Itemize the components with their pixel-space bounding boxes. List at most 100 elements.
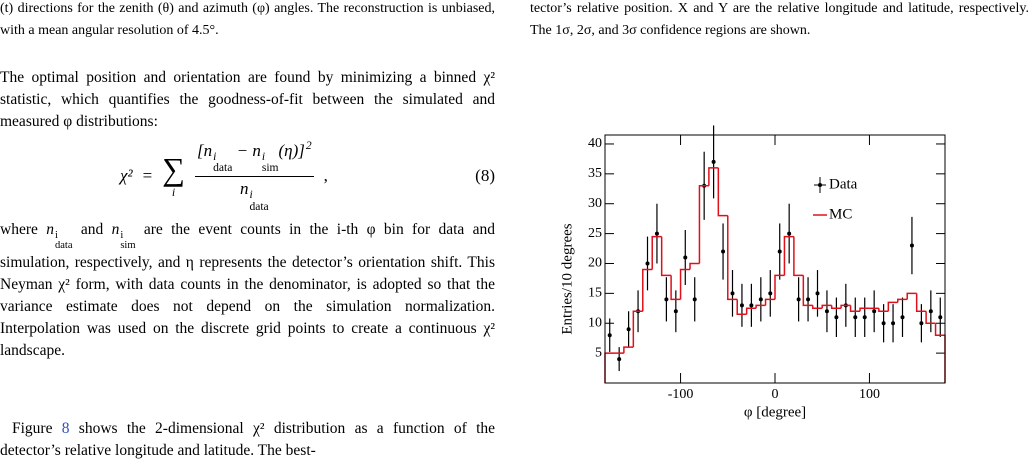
subscript: sim: [120, 240, 136, 252]
sum-sign: ∑: [162, 150, 185, 187]
x-axis-label: φ [degree]: [744, 404, 806, 420]
numerator: [n i data − n i sim (η)] 2: [194, 140, 314, 177]
legend-label: MC: [829, 206, 852, 222]
histogram-step: [849, 305, 860, 313]
data-point: [909, 243, 914, 248]
paragraph: Figure 8 shows the 2-dimensional χ² dist…: [0, 418, 495, 462]
histogram-step: [830, 305, 842, 310]
y-tick-label: 35: [588, 166, 602, 181]
data-point: [739, 303, 744, 308]
data-point: [664, 297, 669, 302]
data-point: [824, 309, 829, 314]
script-stack: 2: [306, 140, 312, 152]
histogram-step: [840, 304, 851, 309]
chart: 5 10 15 20 25 30 35 40 -100 0 100 φ [degree] Entries…: [559, 125, 946, 420]
equation-lhs: χ²: [120, 166, 133, 185]
data-point: [777, 249, 782, 254]
math-symbol: n: [203, 140, 213, 160]
math-symbol: n: [252, 140, 261, 160]
data-point: [872, 309, 877, 314]
superscript: 2: [305, 138, 312, 152]
y-tick-label: 5: [595, 345, 602, 360]
text-run: −: [232, 140, 253, 160]
superscript: i: [213, 149, 217, 163]
subscript: data: [249, 199, 269, 213]
histogram-step: [925, 311, 936, 324]
plot-frame: [604, 134, 946, 384]
data-point: [938, 315, 943, 320]
legend-label: Data: [829, 176, 858, 192]
histogram-step: [821, 304, 832, 309]
sum: ∑ i: [162, 153, 185, 200]
data-point: [787, 231, 792, 236]
fraction: [n i data − n i sim (η)] 2 n i data: [194, 140, 314, 212]
equation-number: (8): [475, 166, 495, 185]
y-tick-label: 20: [588, 256, 602, 271]
y-tick-label: 15: [588, 286, 602, 301]
script-stack: i data: [213, 151, 232, 174]
data-point: [617, 357, 622, 362]
histogram-step: [774, 274, 785, 300]
legend-swatch: [818, 183, 822, 187]
histogram-step: [660, 236, 672, 277]
histogram-step: [906, 292, 917, 300]
histogram-step: [604, 352, 615, 383]
data-point: [692, 297, 697, 302]
data-point: [919, 321, 924, 326]
x-tick-label: -100: [668, 387, 694, 402]
subscript: data: [54, 240, 73, 252]
data-point: [683, 255, 688, 260]
y-tick-label: 40: [588, 136, 602, 151]
histogram-step: [679, 268, 690, 300]
figure-link[interactable]: 8: [61, 420, 70, 437]
y-axis-label: Entries/10 degrees: [559, 223, 575, 334]
data-point: [881, 321, 886, 326]
histogram-step: [859, 307, 870, 312]
histogram-step: [623, 346, 634, 354]
histogram-step: [755, 304, 766, 309]
histogram-step: [878, 308, 889, 313]
superscript: i: [120, 229, 124, 241]
paragraph: The optimal position and orientation are…: [0, 69, 495, 130]
histogram-step: [793, 236, 804, 277]
denominator: n i data: [240, 177, 269, 212]
math-symbol: n: [46, 221, 54, 238]
equation-trail: ,: [323, 166, 328, 185]
histogram-step: [698, 185, 709, 264]
histogram-step: [745, 307, 757, 315]
x-tick-label: 100: [859, 387, 880, 402]
data-point: [796, 297, 801, 302]
histogram-step: [897, 298, 908, 303]
data-point: [673, 309, 678, 314]
data-point: [806, 297, 811, 302]
data-point: [626, 327, 631, 332]
script-stack: i sim: [120, 229, 136, 252]
script-stack: i data: [249, 189, 268, 212]
histogram-step: [651, 235, 662, 270]
data-point: [645, 261, 650, 266]
data-point: [758, 297, 763, 302]
equation-row: χ² = ∑ i [n i data − n i sim (η)] 2 n i data ,: [120, 140, 328, 212]
histogram-step: [915, 293, 927, 313]
histogram-step: [887, 301, 898, 312]
histogram-step: [812, 305, 823, 310]
data-point: [749, 303, 754, 308]
equation: χ² = ∑ i [n i data − n i sim (η)] 2 n i data , (8): [0, 140, 495, 212]
script-stack: i data: [54, 229, 73, 252]
histogram-step: [727, 215, 738, 301]
histogram-step: [632, 310, 643, 348]
data-point: [853, 315, 858, 320]
y-tick-label: 10: [588, 315, 602, 330]
data-point: [607, 333, 612, 338]
histogram-step: [717, 167, 728, 217]
histogram-step: [670, 275, 681, 301]
data-point: [711, 159, 716, 164]
text-run: are the event counts in the i-th φ bin f…: [0, 221, 495, 359]
histogram-step: [642, 268, 653, 312]
superscript: i: [261, 149, 266, 163]
histogram-step: [708, 167, 719, 186]
data-point: [862, 315, 867, 320]
math-symbol: (η)]: [278, 140, 305, 160]
superscript: i: [54, 229, 58, 241]
